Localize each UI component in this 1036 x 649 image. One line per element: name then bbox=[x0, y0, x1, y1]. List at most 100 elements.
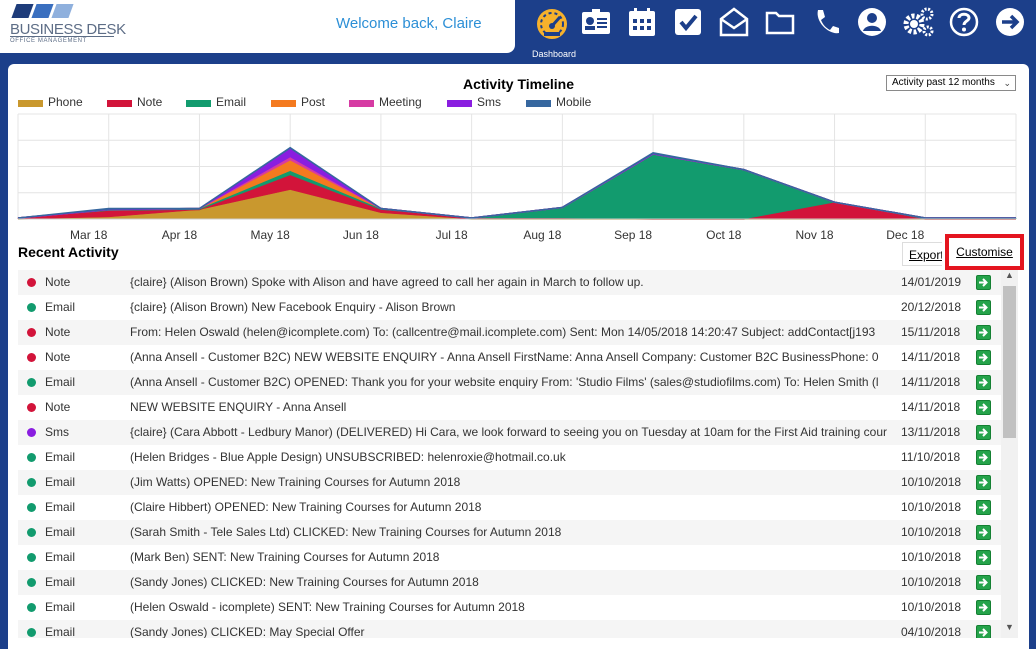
open-activity-arrow-icon[interactable] bbox=[976, 600, 991, 615]
legend-swatch bbox=[18, 100, 43, 107]
x-tick-label: May 18 bbox=[251, 228, 291, 242]
nav-tasks[interactable] bbox=[663, 0, 709, 64]
calendar-icon bbox=[629, 8, 655, 36]
x-tick-label: Dec 18 bbox=[886, 228, 924, 242]
x-tick-label: Jul 18 bbox=[436, 228, 468, 242]
nav-files[interactable] bbox=[755, 0, 801, 64]
activity-date: 10/10/2018 bbox=[901, 475, 962, 489]
activity-date: 15/11/2018 bbox=[901, 325, 961, 339]
nav-label-dashboard: Dashboard bbox=[531, 49, 577, 59]
open-activity-arrow-icon[interactable] bbox=[976, 350, 991, 365]
activity-type-dot-icon bbox=[27, 428, 36, 437]
legend-label: Post bbox=[301, 95, 326, 109]
activity-row[interactable]: Email (Sandy Jones) CLICKED: May Special … bbox=[18, 620, 1001, 638]
activity-type: Email bbox=[45, 600, 76, 614]
open-activity-arrow-icon[interactable] bbox=[976, 525, 991, 540]
activity-type: Email bbox=[45, 375, 76, 389]
activity-type-dot-icon bbox=[27, 603, 36, 612]
activity-type-dot-icon bbox=[27, 503, 36, 512]
activity-date: 14/01/2019 bbox=[901, 275, 962, 289]
nav-dashboard[interactable]: Dashboard bbox=[525, 0, 576, 64]
activity-description: {claire} (Alison Brown) Spoke with Aliso… bbox=[130, 275, 644, 289]
activity-row[interactable]: Note From: Helen Oswald (helen@icomplete.… bbox=[18, 320, 1001, 345]
nav-settings[interactable] bbox=[893, 0, 939, 64]
mail-envelope-icon bbox=[719, 7, 749, 37]
activity-row[interactable]: Email (Helen Bridges - Blue Apple Design)… bbox=[18, 445, 1001, 470]
activity-date: 14/11/2018 bbox=[901, 400, 961, 414]
open-activity-arrow-icon[interactable] bbox=[976, 550, 991, 565]
activity-row[interactable]: Email (Mark Ben) SENT: New Training Cours… bbox=[18, 545, 1001, 570]
open-activity-arrow-icon[interactable] bbox=[976, 500, 991, 515]
activity-description: (Claire Hibbert) OPENED: New Training Co… bbox=[130, 500, 482, 514]
logo-stripe bbox=[51, 4, 74, 18]
open-activity-arrow-icon[interactable] bbox=[976, 475, 991, 490]
logo-stripe bbox=[11, 4, 34, 18]
nav-phone[interactable] bbox=[801, 0, 847, 64]
activity-date: 04/10/2018 bbox=[901, 625, 962, 638]
activity-type: Email bbox=[45, 450, 76, 464]
scroll-down-icon[interactable]: ▼ bbox=[1005, 622, 1014, 632]
activity-type: Note bbox=[45, 325, 71, 339]
scroll-up-icon[interactable]: ▲ bbox=[1005, 270, 1014, 280]
scroll-thumb[interactable] bbox=[1003, 286, 1016, 438]
open-activity-arrow-icon[interactable] bbox=[976, 400, 991, 415]
business-desk-logo[interactable]: BUSINESS DESK OFFICE MANAGEMENT bbox=[10, 4, 126, 46]
activity-row[interactable]: Note (Anna Ansell - Customer B2C) NEW WEB… bbox=[18, 345, 1001, 370]
nav-calendar[interactable] bbox=[617, 0, 663, 64]
open-activity-arrow-icon[interactable] bbox=[976, 375, 991, 390]
dashboard-panel: Activity Timeline Activity past 12 month… bbox=[8, 64, 1029, 649]
customise-button[interactable]: Customise bbox=[945, 234, 1024, 270]
activity-range-select[interactable]: Activity past 12 months ⌄ bbox=[886, 75, 1016, 91]
open-activity-arrow-icon[interactable] bbox=[976, 425, 991, 440]
activity-type-dot-icon bbox=[27, 378, 36, 387]
activity-type-dot-icon bbox=[27, 478, 36, 487]
activity-type: Email bbox=[45, 575, 76, 589]
activity-date: 10/10/2018 bbox=[901, 600, 962, 614]
export-button[interactable]: Export bbox=[902, 242, 942, 266]
open-activity-arrow-icon[interactable] bbox=[976, 300, 991, 315]
open-activity-arrow-icon[interactable] bbox=[976, 275, 991, 290]
nav-logout[interactable] bbox=[985, 0, 1031, 64]
activity-type-dot-icon bbox=[27, 453, 36, 462]
open-activity-arrow-icon[interactable] bbox=[976, 575, 991, 590]
activity-row[interactable]: Note {claire} (Alison Brown) Spoke with A… bbox=[18, 270, 1001, 295]
x-tick-label: Jun 18 bbox=[343, 228, 379, 242]
activity-type: Email bbox=[45, 475, 76, 489]
activity-row[interactable]: Email (Jim Watts) OPENED: New Training Co… bbox=[18, 470, 1001, 495]
activity-row[interactable]: Email (Claire Hibbert) OPENED: New Traini… bbox=[18, 495, 1001, 520]
activity-row[interactable]: Email (Anna Ansell - Customer B2C) OPENED… bbox=[18, 370, 1001, 395]
open-activity-arrow-icon[interactable] bbox=[976, 625, 991, 638]
contacts-card-icon bbox=[582, 9, 610, 34]
legend-swatch bbox=[447, 100, 472, 107]
activity-type: Note bbox=[45, 350, 71, 364]
legend-label: Email bbox=[216, 95, 247, 109]
nav-mail[interactable] bbox=[709, 0, 755, 64]
activity-date: 13/11/2018 bbox=[901, 425, 961, 439]
nav-help[interactable] bbox=[939, 0, 985, 64]
activity-row[interactable]: Email (Sandy Jones) CLICKED: New Training… bbox=[18, 570, 1001, 595]
activity-type: Email bbox=[45, 525, 76, 539]
activity-type: Email bbox=[45, 550, 76, 564]
activity-row[interactable]: Sms {claire} (Cara Abbott - Ledbury Manor… bbox=[18, 420, 1001, 445]
help-question-icon bbox=[949, 7, 979, 37]
activity-row[interactable]: Email {claire} (Alison Brown) New Faceboo… bbox=[18, 295, 1001, 320]
activity-description: (Sandy Jones) CLICKED: New Training Cour… bbox=[130, 575, 479, 589]
folder-icon bbox=[765, 11, 795, 35]
series-line-mobile bbox=[17, 146, 1016, 219]
legend-swatch bbox=[107, 100, 132, 107]
activity-row[interactable]: Note NEW WEBSITE ENQUIRY - Anna Ansell 14/… bbox=[18, 395, 1001, 420]
open-activity-arrow-icon[interactable] bbox=[976, 325, 991, 340]
open-activity-arrow-icon[interactable] bbox=[976, 450, 991, 465]
legend-swatch bbox=[271, 100, 296, 107]
nav-account[interactable] bbox=[847, 0, 893, 64]
activity-description: (Helen Bridges - Blue Apple Design) UNSU… bbox=[130, 450, 566, 464]
activity-type-dot-icon bbox=[27, 328, 36, 337]
tasks-checkbox-icon bbox=[675, 9, 701, 35]
activity-type-dot-icon bbox=[27, 303, 36, 312]
activity-row[interactable]: Email (Sarah Smith - Tele Sales Ltd) CLIC… bbox=[18, 520, 1001, 545]
activity-scrollbar[interactable]: ▲ ▼ bbox=[1001, 270, 1018, 638]
x-tick-label: Nov 18 bbox=[796, 228, 834, 242]
nav-contacts[interactable] bbox=[571, 0, 617, 64]
activity-row[interactable]: Email (Helen Oswald - icomplete) SENT: Ne… bbox=[18, 595, 1001, 620]
activity-description: (Anna Ansell - Customer B2C) OPENED: Tha… bbox=[130, 375, 879, 389]
